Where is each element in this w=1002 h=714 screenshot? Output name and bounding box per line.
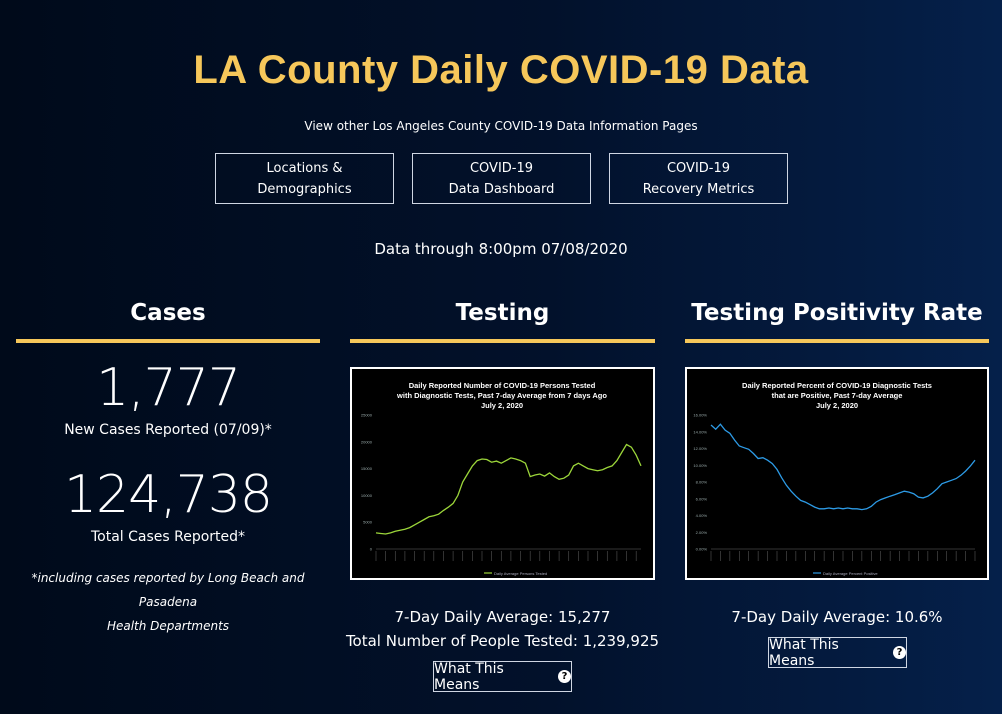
y-tick-label: 20000 — [361, 439, 373, 444]
nav-label-line1: Locations & — [266, 160, 343, 176]
y-tick-label: 0 — [370, 547, 373, 552]
testing-chart: Daily Reported Number of COVID-19 Person… — [350, 367, 655, 580]
footnote-line: *including cases reported by Long Beach … — [31, 571, 305, 609]
y-tick-label: 4.00% — [696, 513, 708, 518]
y-tick-label: 5000 — [363, 520, 373, 525]
y-tick-label: 10000 — [361, 493, 373, 498]
chart-title-line: July 2, 2020 — [481, 401, 523, 410]
total-cases-count: 124,738 — [63, 465, 273, 525]
chart-title-line: July 2, 2020 — [816, 401, 858, 410]
y-tick-label: 0.00% — [696, 547, 708, 552]
y-tick-label: 14.00% — [693, 429, 707, 434]
y-tick-label: 12.00% — [693, 446, 707, 451]
recovery-metrics-button[interactable]: COVID-19 Recovery Metrics — [609, 153, 788, 204]
testing-chart-svg: Daily Reported Number of COVID-19 Person… — [361, 381, 642, 576]
nav-label-line2: Recovery Metrics — [642, 181, 755, 197]
positivity-heading: Testing Positivity Rate — [691, 300, 983, 326]
series-line — [710, 423, 976, 511]
page-subtitle: View other Los Angeles County COVID-19 D… — [304, 119, 698, 133]
testing-divider — [350, 339, 655, 343]
nav-label-line2: Demographics — [257, 181, 352, 197]
series-line — [375, 443, 642, 535]
button-label: What This Means — [434, 660, 504, 693]
y-tick-label: 8.00% — [696, 480, 708, 485]
cases-footnote: *including cases reported by Long Beach … — [16, 566, 320, 638]
chart-legend: Daily Average Percent Positive — [823, 571, 878, 576]
y-tick-label: 25000 — [361, 413, 373, 418]
positivity-what-this-means-button[interactable]: What This Means ? — [768, 636, 907, 669]
nav-label-line1: COVID-19 — [666, 160, 731, 176]
y-tick-label: 6.00% — [696, 496, 708, 501]
testing-what-this-means-button[interactable]: What This Means ? — [433, 660, 572, 693]
button-label: What This Means — [769, 636, 839, 669]
nav-label-line2: Data Dashboard — [448, 181, 555, 197]
page-title: LA County Daily COVID-19 Data — [193, 48, 809, 92]
data-dashboard-button[interactable]: COVID-19 Data Dashboard — [412, 153, 591, 204]
positivity-divider — [685, 339, 989, 343]
y-tick-label: 15000 — [361, 466, 373, 471]
chart-legend: Daily Average Persons Tested — [494, 571, 547, 576]
total-cases-label: Total Cases Reported* — [90, 529, 246, 545]
positivity-chart: Daily Reported Percent of COVID-19 Diagn… — [685, 367, 989, 580]
y-tick-label: 16.00% — [693, 413, 707, 418]
locations-demographics-button[interactable]: Locations & Demographics — [215, 153, 394, 204]
testing-heading: Testing — [455, 300, 550, 326]
cases-divider — [16, 339, 320, 343]
chart-title-line: Daily Reported Percent of COVID-19 Diagn… — [742, 381, 932, 390]
data-through-label: Data through 8:00pm 07/08/2020 — [374, 240, 628, 258]
question-circle-icon: ? — [558, 670, 571, 683]
question-circle-icon: ? — [893, 646, 906, 659]
cases-heading: Cases — [130, 300, 206, 326]
y-tick-label: 2.00% — [696, 530, 708, 535]
new-cases-label: New Cases Reported (07/09)* — [64, 422, 272, 438]
y-tick-label: 10.00% — [693, 463, 707, 468]
positivity-chart-svg: Daily Reported Percent of COVID-19 Diagn… — [693, 381, 976, 576]
footnote-line: Health Departments — [106, 619, 230, 633]
chart-title-line: that are Positive, Past 7-day Average — [772, 391, 903, 400]
nav-label-line1: COVID-19 — [469, 160, 534, 176]
positivity-average: 7-Day Daily Average: 10.6% — [731, 608, 943, 626]
chart-title-line: with Diagnostic Tests, Past 7-day Averag… — [396, 391, 607, 400]
testing-average: 7-Day Daily Average: 15,277 — [394, 608, 611, 626]
chart-title-line: Daily Reported Number of COVID-19 Person… — [409, 381, 596, 390]
testing-total: Total Number of People Tested: 1,239,925 — [345, 632, 660, 650]
new-cases-count: 1,777 — [96, 358, 241, 418]
